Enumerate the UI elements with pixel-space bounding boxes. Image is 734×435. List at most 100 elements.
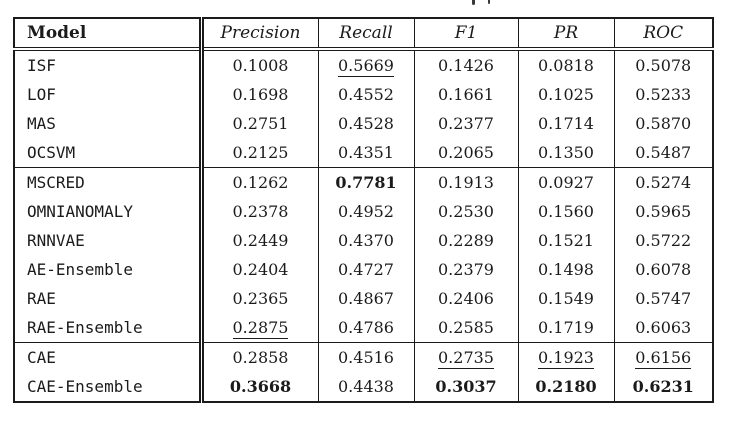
metric-value: 0.4867 xyxy=(338,289,394,308)
metric-value-cell: 0.0818 xyxy=(517,49,614,80)
metric-value-cell: 0.2858 xyxy=(200,342,318,372)
metric-value-cell: 0.2530 xyxy=(413,197,518,226)
metric-value: 0.2379 xyxy=(438,260,494,279)
metric-value-cell: 0.4351 xyxy=(317,138,414,168)
metric-value: 0.2365 xyxy=(232,289,289,308)
table-row: MAS 0.2751 0.4528 0.2377 0.1714 0.5870 xyxy=(14,109,713,138)
metric-value: 0.1719 xyxy=(538,318,594,337)
metric-value: 0.1698 xyxy=(232,85,289,104)
metric-value-cell: 0.1719 xyxy=(517,313,614,343)
metric-value: 0.4438 xyxy=(338,377,394,396)
metric-value: 0.4370 xyxy=(338,231,394,250)
metric-value: 0.2858 xyxy=(232,348,289,367)
metric-value: 0.1521 xyxy=(538,231,594,250)
metric-value: 0.5965 xyxy=(635,202,692,221)
metric-value: 0.4351 xyxy=(338,143,394,162)
metric-value: 0.4528 xyxy=(338,114,394,133)
table-row: LOF 0.1698 0.4552 0.1661 0.1025 0.5233 xyxy=(14,80,713,109)
metric-value-cell: 0.5870 xyxy=(613,109,713,138)
metric-value: 0.2404 xyxy=(232,260,289,279)
model-name-cell: OCSVM xyxy=(14,138,204,168)
metric-value: 0.1008 xyxy=(232,56,289,75)
metric-value-cell: 0.2365 xyxy=(200,284,318,313)
metric-value-cell: 0.7781 xyxy=(317,167,414,197)
metric-value-cell: 0.4867 xyxy=(317,284,414,313)
results-table-container: Model Precision Recall F1 PR ROC ISF 0.10… xyxy=(13,17,714,403)
metric-value-cell: 0.2180 xyxy=(517,372,614,402)
metric-value: 0.4727 xyxy=(338,260,394,279)
cropped-caption-artifact xyxy=(468,0,496,5)
model-name-cell: CAE xyxy=(14,342,204,372)
metric-value-cell: 0.1913 xyxy=(413,167,518,197)
table-row: AE-Ensemble 0.2404 0.4727 0.2379 0.1498 0.607… xyxy=(14,255,713,284)
metric-value: 0.1913 xyxy=(438,173,494,192)
metric-value: 0.4552 xyxy=(338,85,394,104)
table-row: CAE 0.2858 0.4516 0.2735 0.1923 0.6156 xyxy=(14,342,713,372)
metric-value: 0.5722 xyxy=(635,231,692,250)
metric-value: 0.1350 xyxy=(538,143,594,162)
second-best-value: 0.5669 xyxy=(338,56,394,77)
table-row: CAE-Ensemble 0.3668 0.4438 0.3037 0.2180 0.62… xyxy=(14,372,713,402)
metric-value-cell: 0.4528 xyxy=(317,109,414,138)
metric-value: 0.1025 xyxy=(538,85,594,104)
metric-value: 0.5747 xyxy=(635,289,692,308)
metric-value-cell: 0.4727 xyxy=(317,255,414,284)
metric-value-cell: 0.1698 xyxy=(200,80,318,109)
metric-value-cell: 0.4516 xyxy=(317,342,414,372)
metric-value-cell: 0.5669 xyxy=(317,49,414,80)
metric-value: 0.1560 xyxy=(538,202,594,221)
metric-value: 0.4516 xyxy=(338,348,394,367)
metric-value-cell: 0.2449 xyxy=(200,226,318,255)
second-best-value: 0.2735 xyxy=(438,348,494,369)
metric-value-cell: 0.2585 xyxy=(413,313,518,343)
metric-value: 0.1498 xyxy=(538,260,594,279)
metric-value-cell: 0.2125 xyxy=(200,138,318,168)
metric-value-cell: 0.1521 xyxy=(517,226,614,255)
metric-value-cell: 0.5747 xyxy=(613,284,713,313)
metric-value-cell: 0.0927 xyxy=(517,167,614,197)
model-name-cell: AE-Ensemble xyxy=(14,255,204,284)
metric-value-cell: 0.5722 xyxy=(613,226,713,255)
metric-value: 0.1661 xyxy=(438,85,494,104)
metric-value: 0.0927 xyxy=(538,173,594,192)
metric-value-cell: 0.6231 xyxy=(613,372,713,402)
metric-value: 0.5233 xyxy=(635,85,692,104)
model-name-cell: LOF xyxy=(14,80,204,109)
model-name-cell: RNNVAE xyxy=(14,226,204,255)
header-row: Model Precision Recall F1 PR ROC xyxy=(14,18,713,51)
metric-value: 0.2378 xyxy=(232,202,289,221)
metric-value-cell: 0.5487 xyxy=(613,138,713,168)
table-row: RAE-Ensemble 0.2875 0.4786 0.2585 0.1719 0.60… xyxy=(14,313,713,343)
column-header-model: Model xyxy=(14,18,204,51)
metric-value-cell: 0.1560 xyxy=(517,197,614,226)
metric-value: 0.5078 xyxy=(635,56,692,75)
metric-value-cell: 0.3037 xyxy=(413,372,518,402)
metric-value: 0.6063 xyxy=(635,318,692,337)
metric-value: 0.1549 xyxy=(538,289,594,308)
metric-value-cell: 0.1025 xyxy=(517,80,614,109)
model-name-cell: OMNIANOMALY xyxy=(14,197,204,226)
metric-value: 0.1426 xyxy=(438,56,494,75)
metric-value-cell: 0.2735 xyxy=(413,342,518,372)
metric-value: 0.2530 xyxy=(438,202,494,221)
model-name-cell: MSCRED xyxy=(14,167,204,197)
metric-value-cell: 0.2377 xyxy=(413,109,518,138)
metric-value-cell: 0.2378 xyxy=(200,197,318,226)
metric-value-cell: 0.5965 xyxy=(613,197,713,226)
table-row: OCSVM 0.2125 0.4351 0.2065 0.1350 0.5487 xyxy=(14,138,713,168)
metric-value: 0.4952 xyxy=(338,202,394,221)
metric-value-cell: 0.2875 xyxy=(200,313,318,343)
metric-value: 0.2751 xyxy=(232,114,289,133)
metric-value: 0.1714 xyxy=(538,114,594,133)
best-value: 0.3037 xyxy=(435,377,497,396)
metric-value: 0.2406 xyxy=(438,289,494,308)
table-row: RAE 0.2365 0.4867 0.2406 0.1549 0.5747 xyxy=(14,284,713,313)
metric-value-cell: 0.1549 xyxy=(517,284,614,313)
model-name-cell: RAE-Ensemble xyxy=(14,313,204,343)
table-body: ISF 0.1008 0.5669 0.1426 0.0818 0.5078 LOF 0.16… xyxy=(14,49,713,402)
metric-value: 0.2125 xyxy=(232,143,289,162)
metric-value-cell: 0.6156 xyxy=(613,342,713,372)
metric-value-cell: 0.2751 xyxy=(200,109,318,138)
metric-value: 0.5274 xyxy=(635,173,692,192)
metric-value-cell: 0.6078 xyxy=(613,255,713,284)
